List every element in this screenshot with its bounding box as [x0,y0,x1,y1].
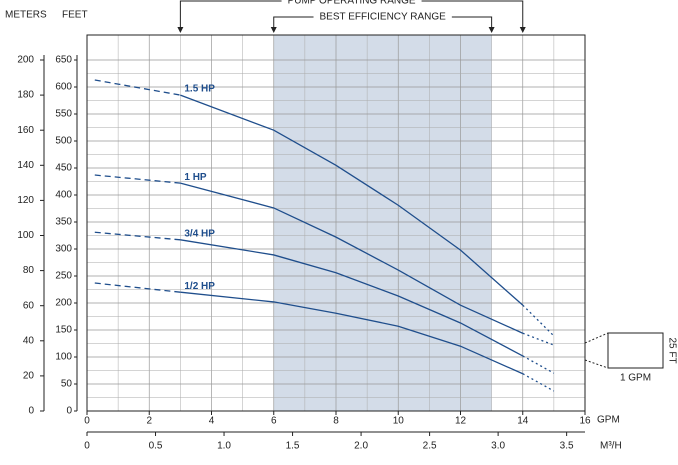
x2-tick-label: 0 [84,441,90,452]
scale-key-leader [584,332,609,369]
y-tick-label: 250 [55,271,72,282]
y-axis-label: FEET [62,10,88,21]
x-tick-label: 12 [455,416,467,427]
x2-tick-label: 2.5 [423,441,437,452]
x-tick-label: 0 [84,416,90,427]
curve-label: 1.5 HP [184,84,215,95]
y-tick-label: 450 [55,163,72,174]
y-tick-label: 550 [55,109,72,120]
efficiency-range-bracket [273,16,493,31]
x2-tick-label: 0.5 [149,441,163,452]
curve-extrapolated [94,231,181,241]
y-tick-label: 50 [61,379,73,390]
scale-key-x-label: 1 GPM [620,373,651,384]
efficiency-range-arrow [488,27,495,33]
y-tick-label: 400 [55,190,72,201]
x2-tick-label: 3.0 [491,441,505,452]
curve [180,291,524,375]
efficiency-range-label: BEST EFFICIENCY RANGE [320,12,447,23]
curve [180,182,524,334]
y2-tick-label: 140 [17,160,34,171]
y2-tick-label: 60 [23,300,35,311]
y-tick-label: 200 [55,298,72,309]
y-tick-label: 0 [66,406,72,417]
curve-extrapolated [94,174,181,184]
x-tick-label: 16 [579,416,591,427]
y2-tick-label: 100 [17,230,34,241]
x2-tick-label: 1.0 [217,441,231,452]
curve-extrapolated [522,332,555,346]
operating-range-bracket [179,0,524,31]
x-tick-label: 6 [271,416,277,427]
efficiency-band [273,35,492,411]
curve [180,94,524,306]
y2-tick-label: 200 [17,55,34,66]
y-tick-label: 500 [55,136,72,147]
y-tick-label: 650 [55,55,72,66]
efficiency-range-arrow [270,27,277,33]
curve-extrapolated [94,79,181,96]
y-tick-label: 350 [55,217,72,228]
curve-extrapolated [522,304,555,337]
curve-extrapolated [522,355,555,374]
x-tick-label: 10 [393,416,405,427]
operating-range-arrow [519,27,526,33]
operating-range-arrow [177,27,184,33]
x-tick-label: 14 [517,416,529,427]
y2-tick-label: 180 [17,90,34,101]
y-tick-label: 100 [55,352,72,363]
x2-axis-label: M³/H [600,441,622,452]
y-tick-label: 300 [55,244,72,255]
x2-tick-label: 1.5 [286,441,300,452]
x-tick-label: 8 [333,416,339,427]
y2-tick-label: 0 [28,406,34,417]
y-tick-label: 600 [55,82,72,93]
curve-label: 3/4 HP [184,228,215,239]
curve-label: 1 HP [184,172,207,183]
y2-tick-label: 20 [23,371,35,382]
curve-extrapolated [522,373,555,392]
x2-tick-label: 3.5 [560,441,574,452]
x-tick-label: 4 [209,416,215,427]
x-axis-label: GPM [597,415,620,426]
curve-extrapolated [94,282,181,293]
scale-key-box [607,332,664,369]
y2-tick-label: 40 [23,335,35,346]
y-tick-label: 150 [55,325,72,336]
curve-label: 1/2 HP [184,281,215,292]
curve [180,239,524,357]
operating-range-label: PUMP OPERATING RANGE [288,0,416,7]
scale-key-y-label: 25 FT [666,337,677,363]
y2-axis-label: METERS [5,10,47,21]
y2-tick-label: 80 [23,265,35,276]
y2-tick-label: 120 [17,195,34,206]
x2-tick-label: 2.0 [354,441,368,452]
y2-tick-label: 160 [17,125,34,136]
x-tick-label: 2 [146,416,152,427]
